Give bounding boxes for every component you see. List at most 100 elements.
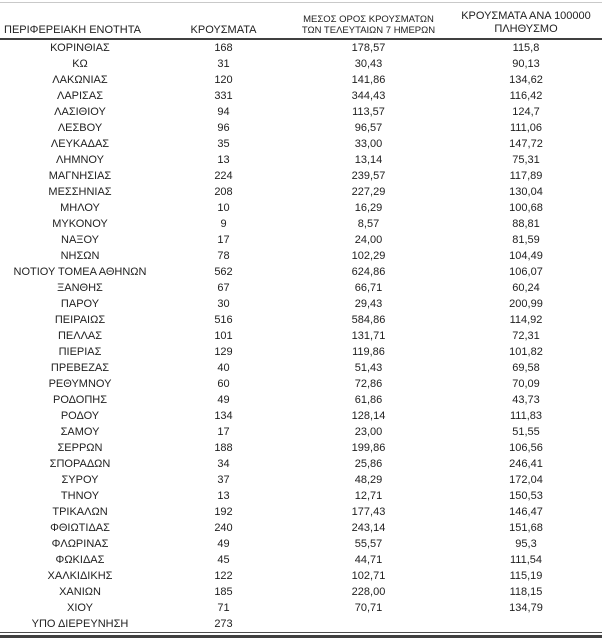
per-100000-cell: 200,99 — [509, 298, 543, 310]
column-header-region: ΠΕΡΙΦΕΡΕΙΑΚΗ ΕΝΟΤΗΤΑ — [4, 24, 141, 36]
cases-cell: 31 — [217, 58, 230, 70]
cases-cell: 71 — [217, 602, 230, 614]
table-row: ΛΑΚΩΝΙΑΣ 120 141,86 134,62 — [0, 72, 602, 88]
cases-cell: 34 — [217, 458, 230, 470]
region-cell: ΣΑΜΟΥ — [60, 426, 100, 438]
table-row: ΛΑΡΙΣΑΣ 331 344,43 116,42 — [0, 88, 602, 104]
region-cell: ΜΥΚΟΝΟΥ — [52, 218, 108, 230]
column-header-per-100000-line1: ΚΡΟΥΣΜΑΤΑ ΑΝΑ 100000 — [461, 10, 591, 22]
per-100000-cell: 104,49 — [509, 250, 543, 262]
avg-7day-cell: 239,57 — [351, 170, 386, 182]
cases-cell: 192 — [214, 506, 233, 518]
avg-7day-cell: 96,57 — [354, 122, 383, 134]
table-row: ΠΑΡΟΥ 30 29,43 200,99 — [0, 296, 602, 312]
region-cell: ΝΑΞΟΥ — [61, 234, 99, 246]
cases-cell: 13 — [217, 490, 230, 502]
cases-cell: 45 — [217, 554, 230, 566]
table-row: ΣΠΟΡΑΔΩΝ 34 25,86 246,41 — [0, 456, 602, 472]
table-row: ΠΙΕΡΙΑΣ 129 119,86 101,82 — [0, 344, 602, 360]
avg-7day-cell: 72,86 — [354, 378, 383, 390]
avg-7day-cell: 141,86 — [351, 74, 386, 86]
per-100000-cell: 124,7 — [512, 106, 540, 118]
avg-7day-cell: 199,86 — [351, 442, 386, 454]
avg-7day-cell: 48,29 — [354, 474, 383, 486]
table-row: ΣΕΡΡΩΝ 188 199,86 106,56 — [0, 440, 602, 456]
cases-cell: 40 — [217, 362, 230, 374]
avg-7day-cell: 177,43 — [351, 506, 386, 518]
per-100000-cell: 51,55 — [512, 426, 540, 438]
table-row: ΣΑΜΟΥ 17 23,00 51,55 — [0, 424, 602, 440]
region-cell: ΧΑΝΙΩΝ — [59, 586, 101, 598]
region-cell: ΦΛΩΡΙΝΑΣ — [51, 538, 109, 550]
per-100000-cell: 88,81 — [512, 218, 540, 230]
table-row: ΜΑΓΝΗΣΙΑΣ 224 239,57 117,89 — [0, 168, 602, 184]
table-row: ΝΟΤΙΟΥ ΤΟΜΕΑ ΑΘΗΝΩΝ 562 624,86 106,07 — [0, 264, 602, 280]
avg-7day-cell: 228,00 — [351, 586, 386, 598]
avg-7day-cell: 23,00 — [354, 426, 383, 438]
table-row: ΛΗΜΝΟΥ 13 13,14 75,31 — [0, 152, 602, 168]
per-100000-cell: 115,19 — [509, 570, 543, 582]
cases-cell: 273 — [214, 618, 233, 630]
avg-7day-cell: 131,71 — [351, 330, 386, 342]
table-row: ΦΩΚΙΔΑΣ 45 44,71 111,54 — [0, 552, 602, 568]
region-cell: ΧΙΟΥ — [67, 602, 93, 614]
region-cell: ΚΩ — [72, 58, 88, 70]
column-header-cases: ΚΡΟΥΣΜΑΤΑ — [190, 24, 257, 36]
avg-7day-cell: 624,86 — [351, 266, 386, 278]
region-cell: ΝΟΤΙΟΥ ΤΟΜΕΑ ΑΘΗΝΩΝ — [13, 266, 147, 278]
region-cell: ΧΑΛΚΙΔΙΚΗΣ — [47, 570, 113, 582]
cases-cell: 134 — [214, 410, 233, 422]
per-100000-cell: 115,8 — [512, 42, 540, 54]
table-row: ΦΘΙΩΤΙΔΑΣ 240 243,14 151,68 — [0, 520, 602, 536]
region-cell: ΣΥΡΟΥ — [61, 474, 99, 486]
per-100000-cell: 111,54 — [509, 554, 542, 566]
avg-7day-cell: 102,29 — [351, 250, 386, 262]
table-row: ΛΕΣΒΟΥ 96 96,57 111,06 — [0, 120, 602, 136]
cases-cell: 37 — [217, 474, 230, 486]
per-100000-cell: 81,59 — [512, 234, 540, 246]
avg-7day-cell: 344,43 — [351, 90, 386, 102]
cases-cell: 13 — [217, 154, 230, 166]
region-cell: ΣΠΟΡΑΔΩΝ — [49, 458, 111, 470]
region-cell: ΛΑΣΙΘΙΟΥ — [54, 106, 106, 118]
cases-cell: 168 — [214, 42, 233, 54]
avg-7day-cell: 24,00 — [354, 234, 383, 246]
avg-7day-cell: 30,43 — [354, 58, 383, 70]
table-row: ΧΙΟΥ 71 70,71 134,79 — [0, 600, 602, 616]
column-header-per-100000: ΚΡΟΥΣΜΑΤΑ ΑΝΑ 100000 ΠΛΗΘΥΣΜΟ — [450, 10, 602, 36]
avg-7day-cell: 178,57 — [351, 42, 386, 54]
cases-cell: 60 — [217, 378, 230, 390]
avg-7day-cell: 70,71 — [354, 602, 383, 614]
region-cell: ΡΟΔΟΥ — [60, 410, 100, 422]
avg-7day-cell: 8,57 — [357, 218, 380, 230]
cases-cell: 30 — [217, 298, 230, 310]
cases-cell: 49 — [217, 394, 230, 406]
per-100000-cell: 117,89 — [509, 170, 543, 182]
avg-7day-cell: 51,43 — [354, 362, 383, 374]
per-100000-cell: 134,79 — [509, 602, 543, 614]
region-cell: ΥΠΟ ΔΙΕΡΕΥΝΗΣΗ — [31, 618, 129, 630]
region-cell: ΠΙΕΡΙΑΣ — [58, 346, 102, 358]
table-row: ΧΑΛΚΙΔΙΚΗΣ 122 102,71 115,19 — [0, 568, 602, 584]
cases-cell: 188 — [214, 442, 233, 454]
region-cell: ΤΡΙΚΑΛΩΝ — [52, 506, 108, 518]
cases-cell: 240 — [214, 522, 233, 534]
per-100000-cell: 150,53 — [509, 490, 543, 502]
per-100000-cell: 60,24 — [512, 282, 540, 294]
table-row: ΜΥΚΟΝΟΥ 9 8,57 88,81 — [0, 216, 602, 232]
table-row: ΝΗΣΩΝ 78 102,29 104,49 — [0, 248, 602, 264]
avg-7day-cell: 33,00 — [354, 138, 383, 150]
region-cell: ΠΑΡΟΥ — [60, 298, 100, 310]
cases-cell: 96 — [217, 122, 230, 134]
region-cell: ΣΕΡΡΩΝ — [57, 442, 103, 454]
table-row: ΤΗΝΟΥ 13 12,71 150,53 — [0, 488, 602, 504]
cases-cell: 331 — [214, 90, 233, 102]
table-row: ΠΡΕΒΕΖΑΣ 40 51,43 69,58 — [0, 360, 602, 376]
per-100000-cell — [450, 616, 602, 632]
per-100000-cell: 114,92 — [509, 314, 543, 326]
region-cell: ΝΗΣΩΝ — [60, 250, 100, 262]
per-100000-cell: 101,82 — [509, 346, 543, 358]
avg-7day-cell: 29,43 — [354, 298, 383, 310]
cases-cell: 129 — [214, 346, 233, 358]
cases-cell: 67 — [217, 282, 230, 294]
